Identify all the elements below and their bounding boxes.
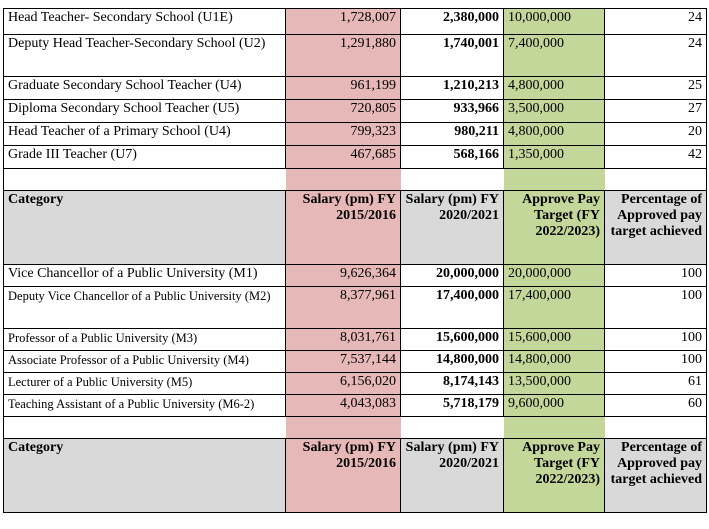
approve-target-cell: 13,500,000 [503, 372, 605, 395]
table-row: Diploma Secondary School Teacher (U5) 72… [3, 99, 707, 123]
salary-2020-cell: 1,210,213 [400, 76, 504, 100]
pct-achieved-cell: 100 [604, 264, 707, 287]
table-row: Head Teacher of a Primary School (U4) 79… [3, 122, 707, 146]
category-cell: Head Teacher of a Primary School (U4) [3, 122, 286, 146]
salary-2015-cell: 1,728,007 [285, 8, 401, 35]
salary-2015-cell: 4,043,083 [285, 394, 401, 417]
salary-2020-cell: 14,800,000 [400, 350, 504, 373]
table-row: Professor of a Public University (M3) 8,… [3, 328, 707, 351]
approve-target-cell: 9,600,000 [503, 394, 605, 417]
pct-achieved-cell: 25 [604, 76, 707, 100]
category-cell: Lecturer of a Public University (M5) [3, 372, 286, 395]
table-row: Deputy Vice Chancellor of a Public Unive… [3, 286, 707, 329]
header-approve-target: Approve Pay Target (FY 2022/2023) [503, 438, 605, 513]
salary-2015-cell: 8,031,761 [285, 328, 401, 351]
category-cell: Professor of a Public University (M3) [3, 328, 286, 351]
spacer-cell [503, 168, 605, 191]
salary-comparison-table: Head Teacher- Secondary School (U1E) 1,7… [3, 8, 707, 513]
table-row: Graduate Secondary School Teacher (U4) 9… [3, 76, 707, 100]
approve-target-cell: 15,600,000 [503, 328, 605, 351]
category-cell: Deputy Head Teacher-Secondary School (U2… [3, 34, 286, 77]
table-row: Lecturer of a Public University (M5) 6,1… [3, 372, 707, 395]
salary-2020-cell: 1,740,001 [400, 34, 504, 77]
table-row: Deputy Head Teacher-Secondary School (U2… [3, 34, 707, 77]
table-row: Teaching Assistant of a Public Universit… [3, 394, 707, 417]
pct-achieved-cell: 20 [604, 122, 707, 146]
salary-2020-cell: 568,166 [400, 145, 504, 169]
table-row: Grade III Teacher (U7) 467,685 568,166 1… [3, 145, 707, 169]
salary-2020-cell: 2,380,000 [400, 8, 504, 35]
approve-target-cell: 10,000,000 [503, 8, 605, 35]
salary-2020-cell: 933,966 [400, 99, 504, 123]
pct-achieved-cell: 60 [604, 394, 707, 417]
salary-2015-cell: 799,323 [285, 122, 401, 146]
approve-target-cell: 17,400,000 [503, 286, 605, 329]
category-cell: Graduate Secondary School Teacher (U4) [3, 76, 286, 100]
header-pct-achieved: Percentage of Approved pay target achiev… [604, 438, 707, 513]
approve-target-cell: 3,500,000 [503, 99, 605, 123]
spacer-cell [285, 416, 401, 439]
table-row: Head Teacher- Secondary School (U1E) 1,7… [3, 8, 707, 35]
spacer-cell [3, 168, 286, 191]
category-cell: Associate Professor of a Public Universi… [3, 350, 286, 373]
salary-2020-cell: 5,718,179 [400, 394, 504, 417]
salary-2015-cell: 7,537,144 [285, 350, 401, 373]
category-cell: Vice Chancellor of a Public University (… [3, 264, 286, 287]
pct-achieved-cell: 27 [604, 99, 707, 123]
header-row: Category Salary (pm) FY 2015/2016 Salary… [3, 190, 707, 265]
approve-target-cell: 14,800,000 [503, 350, 605, 373]
pct-achieved-cell: 42 [604, 145, 707, 169]
salary-table-container: Head Teacher- Secondary School (U1E) 1,7… [3, 8, 707, 513]
approve-target-cell: 4,800,000 [503, 122, 605, 146]
header-salary-2020: Salary (pm) FY 2020/2021 [400, 190, 504, 265]
pct-achieved-cell: 100 [604, 350, 707, 373]
salary-2015-cell: 1,291,880 [285, 34, 401, 77]
spacer-cell [285, 168, 401, 191]
pct-achieved-cell: 100 [604, 328, 707, 351]
header-salary-2015: Salary (pm) FY 2015/2016 [285, 438, 401, 513]
pct-achieved-cell: 24 [604, 8, 707, 35]
salary-2020-cell: 8,174,143 [400, 372, 504, 395]
spacer-cell [503, 416, 605, 439]
approve-target-cell: 4,800,000 [503, 76, 605, 100]
salary-2015-cell: 6,156,020 [285, 372, 401, 395]
pct-achieved-cell: 100 [604, 286, 707, 329]
spacer-row [3, 168, 707, 191]
salary-2020-cell: 980,211 [400, 122, 504, 146]
salary-2020-cell: 17,400,000 [400, 286, 504, 329]
salary-2020-cell: 20,000,000 [400, 264, 504, 287]
approve-target-cell: 7,400,000 [503, 34, 605, 77]
table-row: Associate Professor of a Public Universi… [3, 350, 707, 373]
salary-2015-cell: 720,805 [285, 99, 401, 123]
salary-2015-cell: 8,377,961 [285, 286, 401, 329]
salary-2015-cell: 961,199 [285, 76, 401, 100]
category-cell: Grade III Teacher (U7) [3, 145, 286, 169]
spacer-cell [604, 416, 707, 439]
spacer-cell [400, 416, 504, 439]
spacer-row [3, 416, 707, 439]
header-approve-target: Approve Pay Target (FY 2022/2023) [503, 190, 605, 265]
header-pct-achieved: Percentage of Approved pay target achiev… [604, 190, 707, 265]
header-category: Category [3, 438, 286, 513]
category-cell: Head Teacher- Secondary School (U1E) [3, 8, 286, 35]
category-cell: Deputy Vice Chancellor of a Public Unive… [3, 286, 286, 329]
header-category: Category [3, 190, 286, 265]
header-salary-2020: Salary (pm) FY 2020/2021 [400, 438, 504, 513]
header-row: Category Salary (pm) FY 2015/2016 Salary… [3, 438, 707, 513]
spacer-cell [400, 168, 504, 191]
table-row: Vice Chancellor of a Public University (… [3, 264, 707, 287]
salary-2015-cell: 467,685 [285, 145, 401, 169]
category-cell: Teaching Assistant of a Public Universit… [3, 394, 286, 417]
salary-2020-cell: 15,600,000 [400, 328, 504, 351]
approve-target-cell: 1,350,000 [503, 145, 605, 169]
header-salary-2015: Salary (pm) FY 2015/2016 [285, 190, 401, 265]
pct-achieved-cell: 61 [604, 372, 707, 395]
spacer-cell [3, 416, 286, 439]
approve-target-cell: 20,000,000 [503, 264, 605, 287]
category-cell: Diploma Secondary School Teacher (U5) [3, 99, 286, 123]
salary-2015-cell: 9,626,364 [285, 264, 401, 287]
spacer-cell [604, 168, 707, 191]
pct-achieved-cell: 24 [604, 34, 707, 77]
